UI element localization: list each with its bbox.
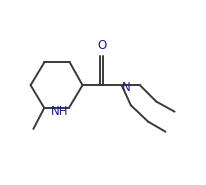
Text: NH: NH (50, 105, 68, 119)
Text: O: O (97, 39, 106, 52)
Text: N: N (121, 81, 130, 94)
